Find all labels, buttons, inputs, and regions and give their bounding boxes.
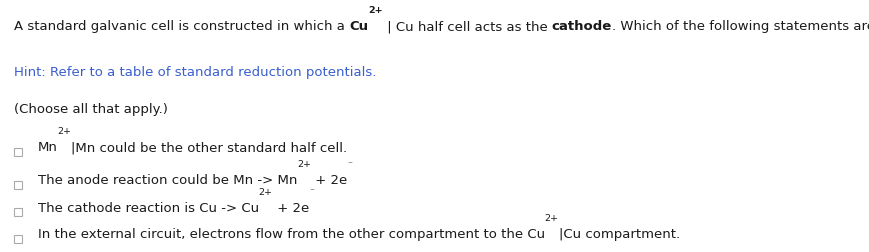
Text: ⁻: ⁻ [308,187,314,197]
Bar [14,181,22,189]
Text: | Cu half cell acts as the: | Cu half cell acts as the [382,20,551,33]
Text: 2+: 2+ [296,160,310,169]
Text: cathode: cathode [551,20,612,33]
Text: The cathode reaction is Cu -> Cu: The cathode reaction is Cu -> Cu [37,202,258,215]
Text: |Cu compartment.: |Cu compartment. [558,228,679,241]
Text: Hint: Refer to a table of standard reduction potentials.: Hint: Refer to a table of standard reduc… [14,66,376,79]
Bar [14,148,22,156]
Bar [14,208,22,216]
Text: In the external circuit, electrons flow from the other compartment to the Cu: In the external circuit, electrons flow … [37,228,544,241]
Text: ⁻: ⁻ [347,160,352,169]
Text: . Which of the following statements are correct?: . Which of the following statements are … [612,20,869,33]
Bar [14,235,22,243]
Text: + 2e: + 2e [272,202,308,215]
Text: 2+: 2+ [57,127,71,136]
Text: A standard galvanic cell is constructed in which a: A standard galvanic cell is constructed … [14,20,348,33]
Text: |Mn could be the other standard half cell.: |Mn could be the other standard half cel… [71,141,348,154]
Text: Mn: Mn [37,141,57,154]
Text: 2+: 2+ [544,214,558,223]
Text: (Choose all that apply.): (Choose all that apply.) [14,103,168,116]
Text: 2+: 2+ [258,187,272,197]
Text: 2+: 2+ [368,6,382,15]
Text: The anode reaction could be Mn -> Mn: The anode reaction could be Mn -> Mn [37,174,296,187]
Text: + 2e: + 2e [310,174,347,187]
Text: Cu: Cu [348,20,368,33]
